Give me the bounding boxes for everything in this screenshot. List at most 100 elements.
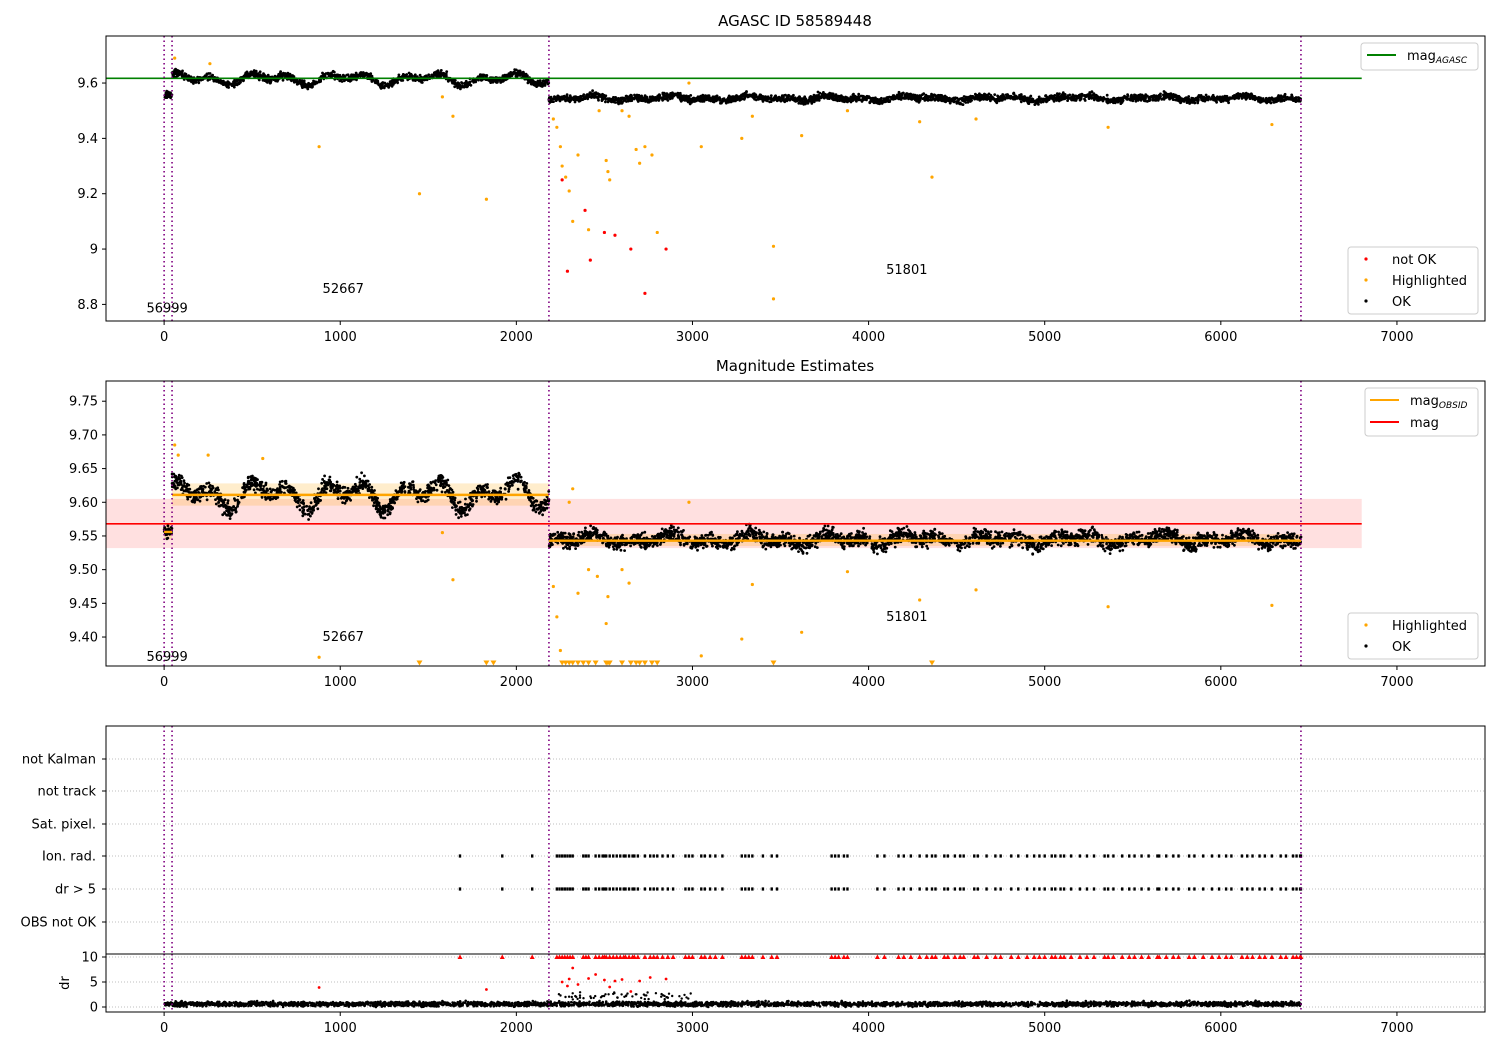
agasc-xtick-label: 2000	[500, 330, 533, 345]
agasc-ok-point	[857, 97, 860, 101]
agasc-ok-point	[1019, 93, 1023, 96]
agasc-ok-point	[722, 97, 725, 101]
agasc-ytick-label: 9.4	[77, 132, 98, 147]
agasc-ok-point	[1027, 102, 1031, 105]
agasc-ok-point	[651, 98, 655, 102]
estimates-ok-point	[336, 497, 340, 500]
agasc-highlighted-point	[567, 189, 571, 193]
estimates-ok-point	[360, 471, 363, 475]
agasc-ok-point	[1066, 99, 1069, 102]
agasc-ok-point	[1019, 100, 1023, 104]
agasc-ok-point	[510, 74, 514, 78]
agasc-ok-point	[575, 98, 579, 101]
estimates-ok-point	[402, 480, 406, 484]
estimates-ok-point	[478, 484, 482, 488]
agasc-ok-point	[619, 99, 623, 102]
agasc-ok-point	[612, 100, 616, 104]
agasc-ok-point	[1079, 97, 1083, 101]
agasc-ok-point	[899, 96, 902, 100]
agasc-ok-point	[909, 95, 913, 98]
agasc-ok-point	[552, 100, 555, 103]
agasc-ok-point	[246, 72, 249, 76]
estimates-ok-point	[388, 512, 392, 516]
agasc-ok-point	[640, 94, 643, 98]
agasc-ok-point	[206, 78, 210, 82]
agasc-ok-point	[1037, 103, 1040, 106]
agasc-ok-point	[1261, 99, 1264, 103]
estimates-ok-point	[439, 480, 443, 483]
estimates-ok-point	[464, 497, 467, 501]
agasc-ok-point	[948, 101, 952, 105]
agasc-ok-point	[1059, 98, 1063, 102]
agasc-not-ok-point	[643, 291, 647, 295]
agasc-ok-point	[1059, 95, 1063, 98]
agasc-ok-point	[181, 69, 184, 73]
agasc-ok-point	[319, 79, 322, 83]
agasc-ok-point	[1245, 94, 1249, 98]
agasc-ok-point	[1141, 97, 1145, 101]
agasc-ok-point	[731, 95, 735, 98]
agasc-ok-point	[277, 72, 281, 76]
agasc-not-ok-point	[629, 247, 633, 251]
agasc-ok-point	[966, 97, 970, 101]
agasc-ok-point	[727, 94, 731, 98]
agasc-ok-point	[641, 97, 644, 100]
estimates-ok-point	[213, 490, 217, 494]
agasc-obsid-label: 56999	[146, 302, 187, 317]
agasc-ok-point	[474, 80, 478, 84]
agasc-ok-point	[540, 85, 544, 88]
estimates-ok-point	[323, 474, 326, 478]
agasc-highlighted-point	[699, 145, 703, 149]
agasc-ok-point	[1030, 97, 1034, 101]
agasc-ok-point	[441, 73, 445, 76]
agasc-ok-point	[435, 73, 439, 77]
agasc-ok-point	[1281, 98, 1285, 101]
agasc-ok-point	[1242, 92, 1246, 96]
agasc-ok-point	[485, 74, 489, 77]
estimates-ok-point	[440, 490, 444, 494]
estimates-ok-point	[169, 526, 173, 529]
agasc-ok-point	[637, 95, 641, 99]
agasc-ok-point	[445, 70, 449, 73]
agasc-ok-point	[461, 82, 464, 85]
agasc-legend-top: magAGASC	[1360, 42, 1479, 71]
agasc-ok-point	[1106, 98, 1110, 102]
agasc-ok-point	[983, 93, 987, 97]
agasc-ok-point	[1151, 97, 1155, 101]
agasc-ok-point	[535, 81, 539, 85]
agasc-ok-point	[512, 72, 515, 75]
agasc-ok-point	[744, 93, 748, 97]
estimates-ok-point	[346, 486, 350, 490]
agasc-ok-point	[1012, 92, 1016, 96]
agasc-ok-point	[382, 86, 386, 90]
agasc-ok-point	[480, 78, 484, 82]
agasc-ok-point	[439, 69, 443, 72]
agasc-ok-point	[883, 98, 887, 102]
agasc-ok-point	[197, 81, 201, 85]
agasc-ok-point	[1178, 98, 1182, 101]
agasc-ok-point	[569, 96, 573, 99]
estimates-ok-point	[499, 486, 503, 490]
agasc-not-ok-point	[583, 208, 587, 212]
estimates-ok-point	[348, 497, 351, 501]
agasc-ok-point	[661, 96, 665, 100]
agasc-ok-point	[283, 72, 287, 75]
agasc-highlighted-point	[558, 145, 562, 149]
agasc-ok-point	[458, 83, 462, 87]
estimates-ok-point	[518, 473, 521, 477]
agasc-ok-point	[695, 99, 698, 102]
estimates-ok-point	[317, 487, 320, 491]
estimates-ok-point	[425, 499, 428, 503]
agasc-ok-point	[1069, 96, 1073, 100]
agasc-xtick-label: 5000	[1028, 330, 1061, 345]
agasc-xtick-label: 4000	[852, 330, 885, 345]
agasc-ok-point	[369, 72, 373, 76]
agasc-highlighted-point	[627, 114, 631, 118]
agasc-ok-point	[964, 101, 968, 104]
agasc-ok-point	[1157, 94, 1161, 98]
agasc-ok-point	[1274, 97, 1278, 100]
estimates-ok-point	[507, 487, 511, 491]
agasc-ok-point	[1112, 96, 1115, 100]
estimates-ok-point	[341, 501, 344, 504]
agasc-ok-point	[987, 92, 991, 96]
